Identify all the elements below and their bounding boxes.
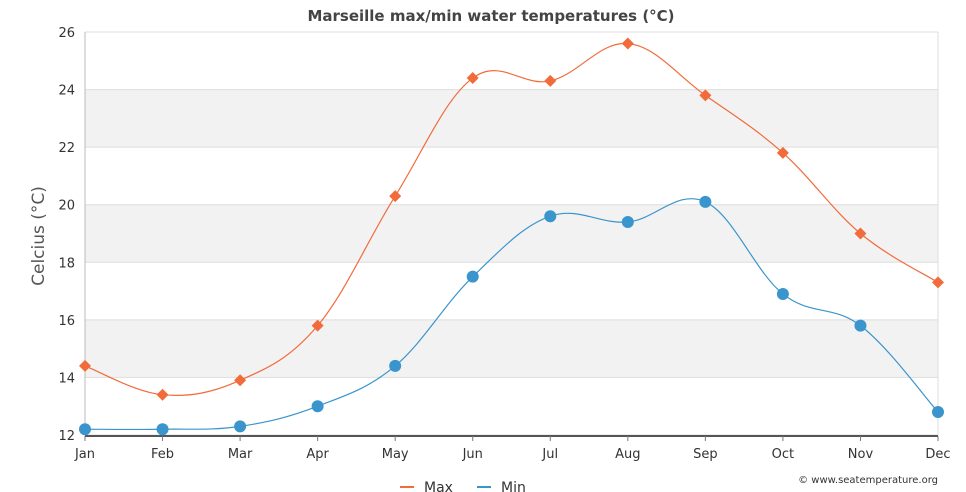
y-tick-label: 26 bbox=[58, 26, 75, 41]
x-tick-labels: Jan Feb Mar Apr May Jun Jul Aug Sep Oct Nov Dec bbox=[74, 436, 951, 462]
data-point-max[interactable] bbox=[776, 146, 789, 159]
data-point-min[interactable] bbox=[79, 423, 91, 436]
data-point-max[interactable] bbox=[699, 89, 712, 102]
plot-band bbox=[85, 319, 938, 378]
data-point-max[interactable] bbox=[156, 388, 169, 401]
y-tick-label: 14 bbox=[58, 371, 75, 386]
y-axis-label: Celcius (°C) bbox=[29, 186, 49, 286]
data-point-max[interactable] bbox=[621, 37, 634, 50]
data-point-min[interactable] bbox=[544, 210, 557, 223]
x-tick-label: Feb bbox=[151, 447, 174, 462]
chart-title: Marseille max/min water temperatures (°C… bbox=[307, 7, 674, 25]
data-point-min[interactable] bbox=[311, 400, 324, 413]
data-point-min[interactable] bbox=[156, 423, 169, 436]
x-tick-label: Apr bbox=[306, 447, 329, 462]
y-tick-label: 16 bbox=[58, 314, 75, 329]
legend: Max Min bbox=[400, 480, 526, 492]
data-point-min[interactable] bbox=[466, 270, 479, 283]
data-point-min[interactable] bbox=[389, 359, 402, 372]
data-point-max[interactable] bbox=[544, 74, 557, 87]
series-min bbox=[79, 195, 944, 436]
data-point-max[interactable] bbox=[389, 190, 402, 203]
plot-band bbox=[85, 89, 938, 148]
data-point-max[interactable] bbox=[234, 374, 247, 387]
y-tick-label: 12 bbox=[58, 429, 75, 444]
series-layer bbox=[79, 37, 944, 436]
legend-item-min[interactable]: Min bbox=[477, 480, 526, 492]
data-point-min[interactable] bbox=[776, 287, 789, 300]
x-tick-label: Aug bbox=[615, 447, 640, 462]
data-point-max[interactable] bbox=[466, 72, 479, 85]
x-tick-label: Nov bbox=[848, 447, 874, 462]
series-max bbox=[79, 37, 944, 401]
y-tick-label: 18 bbox=[58, 256, 75, 271]
plot-band bbox=[85, 204, 938, 263]
legend-item-max[interactable]: Max bbox=[400, 480, 453, 492]
credit-text: © www.seatemperature.org bbox=[798, 475, 938, 486]
x-tick-label: Mar bbox=[228, 447, 253, 462]
y-tick-label: 22 bbox=[58, 141, 75, 156]
gridlines bbox=[85, 31, 938, 436]
y-tick-label: 20 bbox=[58, 199, 75, 214]
y-tick-labels: 12 14 16 18 20 22 24 26 bbox=[58, 26, 75, 444]
x-tick-label: Dec bbox=[925, 447, 950, 462]
data-point-min[interactable] bbox=[699, 195, 712, 208]
x-tick-label: Jan bbox=[74, 447, 95, 462]
x-tick-label: Oct bbox=[772, 447, 794, 462]
x-tick-label: May bbox=[382, 447, 409, 462]
data-point-max[interactable] bbox=[79, 359, 91, 372]
legend-label-min: Min bbox=[501, 480, 526, 492]
plot-bands bbox=[85, 89, 938, 378]
data-point-min[interactable] bbox=[854, 319, 867, 332]
y-tick-label: 24 bbox=[58, 84, 75, 99]
data-point-min[interactable] bbox=[932, 405, 944, 418]
x-tick-label: Jul bbox=[541, 447, 558, 462]
data-point-max[interactable] bbox=[932, 276, 944, 289]
data-point-min[interactable] bbox=[621, 215, 634, 228]
x-tick-label: Jun bbox=[462, 447, 483, 462]
x-tick-label: Sep bbox=[693, 447, 718, 462]
legend-label-max: Max bbox=[424, 480, 453, 492]
data-point-min[interactable] bbox=[234, 420, 247, 433]
data-point-max[interactable] bbox=[854, 227, 867, 240]
data-point-max[interactable] bbox=[311, 319, 324, 332]
